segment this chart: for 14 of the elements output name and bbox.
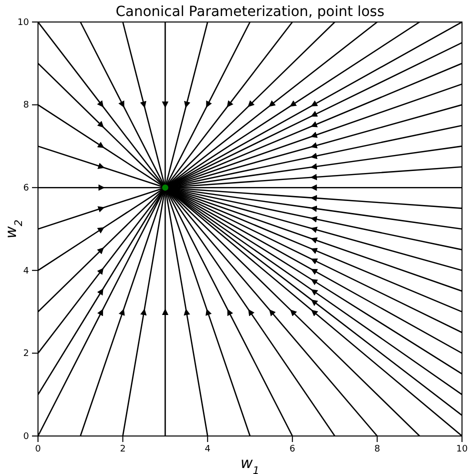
x-tick-label: 8 bbox=[374, 444, 380, 454]
x-tick-label: 10 bbox=[456, 444, 468, 454]
x-tick-label: 6 bbox=[290, 444, 296, 454]
y-tick-label: 0 bbox=[23, 432, 30, 442]
x-axis-title: w$_{1}$ bbox=[240, 454, 260, 474]
y-tick-label: 2 bbox=[23, 349, 29, 360]
y-tick-label: 4 bbox=[23, 266, 30, 276]
x-tick-label: 4 bbox=[204, 444, 211, 454]
chart-title: Canonical Parameterization, point loss bbox=[116, 4, 384, 20]
y-tick-label: 6 bbox=[23, 183, 30, 194]
x-tick-label: 0 bbox=[35, 444, 42, 454]
y-tick-label: 10 bbox=[18, 18, 30, 28]
y-tick-label: 8 bbox=[23, 100, 30, 111]
x-tick-label: 2 bbox=[120, 444, 126, 454]
